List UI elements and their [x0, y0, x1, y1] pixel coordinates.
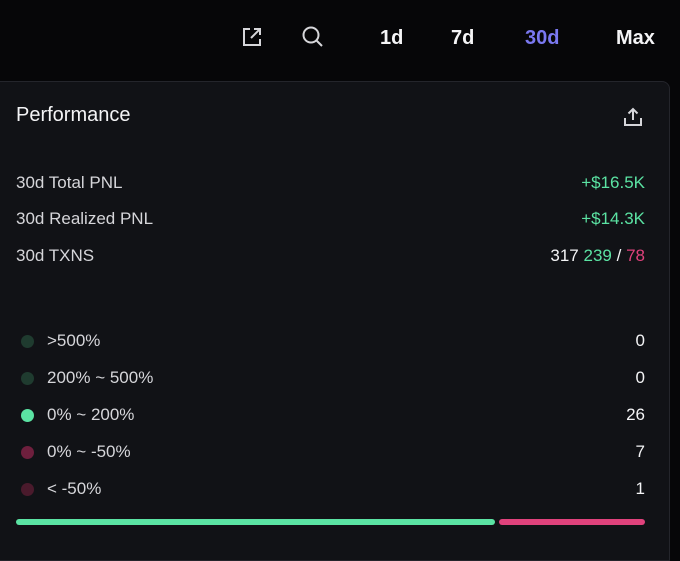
range-tab-1d[interactable]: 1d: [380, 27, 404, 49]
dot-icon: [21, 482, 34, 496]
txns-sells: 78: [626, 246, 645, 265]
stat-realized-pnl: 30d Realized PNL +$14.3K: [16, 207, 645, 231]
win-loss-ratio-bar: [16, 519, 645, 525]
range-tab-max[interactable]: Max: [616, 27, 655, 49]
distribution-row-200-500: 200% ~ 500% 0: [16, 366, 645, 390]
distribution-label: >500%: [47, 331, 101, 350]
stat-total-pnl: 30d Total PNL +$16.5K: [16, 171, 645, 195]
distribution-count: 26: [626, 405, 645, 424]
txns-total: 317: [550, 246, 579, 265]
distribution-label: 0% ~ -50%: [47, 442, 131, 461]
external-link-icon[interactable]: [239, 24, 265, 50]
range-tab-30d[interactable]: 30d: [525, 27, 560, 49]
distribution-label: 200% ~ 500%: [47, 368, 154, 387]
distribution-count: 0: [635, 368, 645, 387]
range-tab-7d[interactable]: 7d: [451, 27, 475, 49]
performance-panel: Performance 30d Total PNL +$16.5K 30d Re…: [0, 81, 670, 561]
txns-separator: /: [616, 246, 622, 265]
distribution-count: 1: [635, 479, 645, 498]
stat-label: 30d Total PNL: [16, 173, 123, 192]
dot-icon: [21, 408, 34, 422]
distribution-count: 7: [635, 442, 645, 461]
distribution-label: < -50%: [47, 479, 102, 498]
distribution-row-0-minus-50: 0% ~ -50% 7: [16, 440, 645, 464]
distribution-row-over-500: >500% 0: [16, 329, 645, 353]
panel-title: Performance: [16, 104, 131, 126]
stat-txns: 30d TXNS 317 239 / 78: [16, 244, 645, 268]
distribution-row-under-minus-50: < -50% 1: [16, 477, 645, 501]
search-icon[interactable]: [300, 24, 326, 50]
stat-label: 30d TXNS: [16, 246, 95, 265]
txns-values: 317 239 / 78: [550, 246, 645, 266]
dot-icon: [21, 334, 34, 348]
txns-buys: 239: [583, 246, 612, 265]
distribution-row-0-200: 0% ~ 200% 26: [16, 403, 645, 427]
stat-label: 30d Realized PNL: [16, 209, 154, 228]
share-icon[interactable]: [620, 104, 646, 130]
stat-value: +$16.5K: [581, 173, 645, 192]
dot-icon: [21, 445, 34, 459]
dot-icon: [21, 371, 34, 385]
distribution-label: 0% ~ 200%: [47, 405, 135, 424]
loss-segment: [499, 519, 645, 525]
stat-value: +$14.3K: [581, 209, 645, 228]
distribution-count: 0: [635, 331, 645, 350]
win-segment: [16, 519, 495, 525]
top-bar: 1d 7d 30d Max: [0, 0, 680, 78]
